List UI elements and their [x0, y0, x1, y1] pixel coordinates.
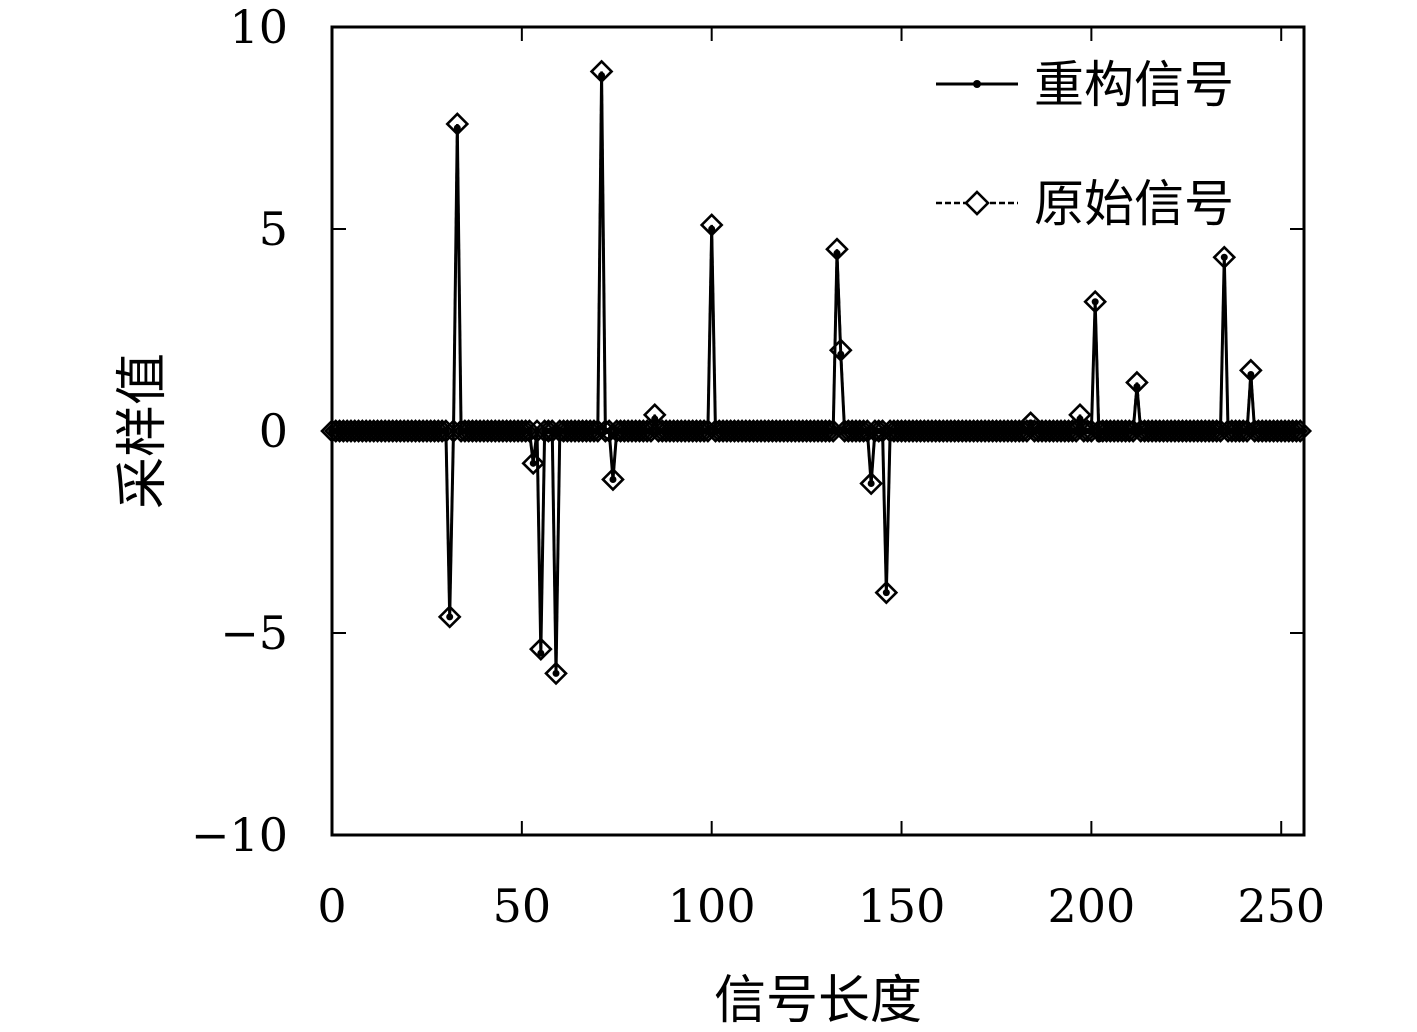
data-point-reconstructed [829, 427, 837, 435]
data-point-original [544, 661, 568, 686]
data-point-reconstructed [1023, 427, 1031, 435]
x-tick-label: 50 [493, 879, 552, 933]
x-tick-label: 200 [1047, 879, 1135, 933]
data-point-reconstructed [867, 480, 875, 488]
x-tick-label: 250 [1237, 879, 1325, 933]
data-point-original [437, 605, 462, 629]
data-point-reconstructed [525, 427, 533, 435]
y-tick-label: 0 [259, 404, 288, 458]
data-point-reconstructed [1243, 427, 1251, 435]
data-point-reconstructed [1027, 419, 1035, 427]
data-point-reconstructed [533, 427, 541, 435]
data-point-reconstructed [833, 249, 841, 257]
data-point-reconstructed [594, 427, 602, 435]
data-point-reconstructed [837, 350, 845, 358]
data-point-reconstructed [647, 427, 655, 435]
data-point-reconstructed [863, 427, 871, 435]
axis-ticks: 0 50 100 150 200 250 −10 −5 0 5 10 [191, 0, 1325, 933]
y-tick-label: −10 [191, 808, 288, 862]
data-point-reconstructed [1220, 253, 1228, 261]
data-point-reconstructed [598, 71, 606, 79]
data-point-reconstructed [1129, 427, 1137, 435]
data-point-original [874, 580, 899, 605]
data-point-reconstructed [605, 427, 613, 435]
y-axis-label: 采样值 [113, 353, 173, 509]
data-point-original [521, 451, 546, 476]
legend-label-original: 原始信号 [1034, 175, 1234, 233]
legend-marker-original [964, 190, 990, 216]
data-point-reconstructed [1095, 435, 1103, 443]
data-point-reconstructed [537, 649, 545, 657]
series-line-reconstructed [332, 75, 1301, 674]
data-point-original [859, 471, 883, 496]
data-point-reconstructed [1133, 383, 1141, 391]
x-axis-label: 信号长度 [714, 971, 922, 1031]
data-point-reconstructed [1087, 427, 1095, 435]
x-tick-label: 150 [858, 879, 946, 933]
data-point-original [536, 419, 561, 443]
data-point-reconstructed [609, 475, 617, 483]
data-point-reconstructed [651, 415, 659, 423]
data-point-reconstructed [552, 669, 560, 677]
data-point-reconstructed [453, 124, 461, 132]
data-point-reconstructed [1076, 415, 1084, 423]
x-tick-label: 0 [317, 879, 346, 933]
legend-label-reconstructed: 重构信号 [1034, 56, 1234, 114]
data-point-reconstructed [442, 427, 450, 435]
data-point-reconstructed [1072, 427, 1080, 435]
data-point-reconstructed [548, 427, 556, 435]
data-point-reconstructed [450, 427, 457, 435]
y-tick-label: 10 [229, 0, 288, 54]
data-point-original [601, 467, 625, 492]
data-point-reconstructed [529, 459, 537, 467]
x-tick-label: 100 [668, 879, 756, 933]
data-point-reconstructed [1091, 298, 1099, 306]
data-point-reconstructed [708, 225, 716, 233]
data-point-reconstructed [879, 427, 887, 435]
data-point-reconstructed [1216, 427, 1224, 435]
y-tick-label: 5 [259, 202, 288, 256]
data-point-reconstructed [446, 613, 454, 621]
y-tick-label: −5 [220, 606, 288, 660]
series-line-original [332, 71, 1301, 674]
data-point-original [1075, 419, 1100, 443]
legend-marker-reconstructed [973, 80, 981, 88]
data-point-reconstructed [1247, 370, 1255, 378]
data-point-reconstructed [704, 427, 712, 435]
plot-area [320, 59, 1313, 686]
data-point-reconstructed [882, 589, 890, 597]
data-point-original [528, 637, 553, 661]
data-point-original [866, 419, 891, 443]
